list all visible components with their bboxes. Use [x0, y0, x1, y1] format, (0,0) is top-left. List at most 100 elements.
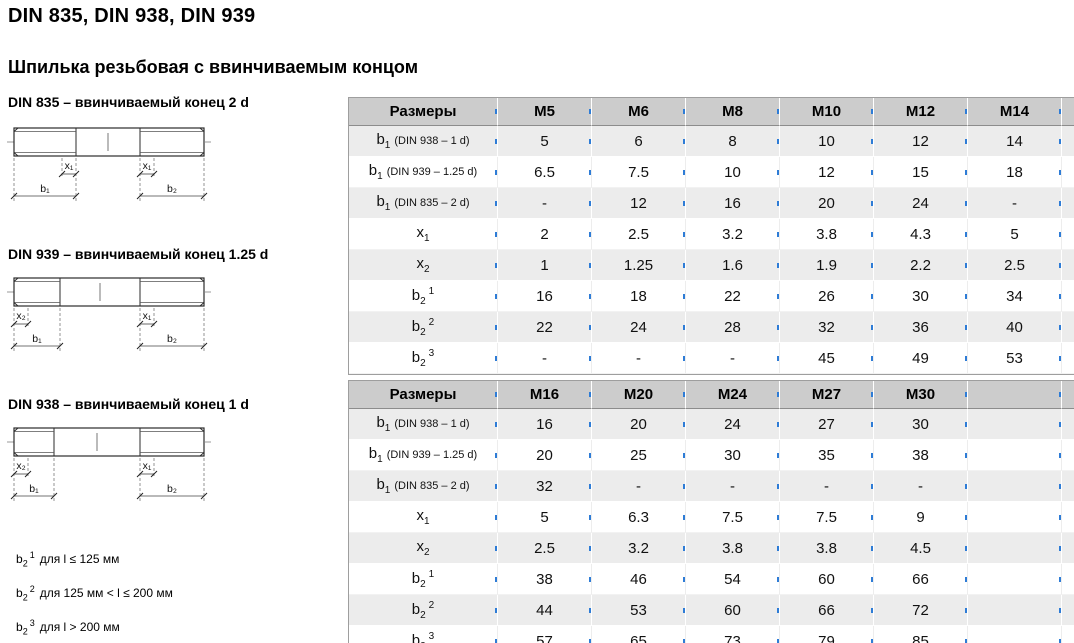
- value-cell: -: [498, 188, 592, 219]
- value-cell: 18: [592, 281, 686, 312]
- footnote-b2-1: b21 для l ≤ 125 мм: [16, 550, 120, 569]
- size-header-M16: M16: [498, 381, 592, 409]
- trailing-cell: [1062, 502, 1074, 533]
- value-cell: -: [686, 343, 780, 374]
- stud-drawing-din938: x₂ x₁ b₁ b₂: [7, 427, 211, 502]
- value-cell: 2.5: [968, 250, 1062, 281]
- value-cell: 12: [780, 157, 874, 188]
- value-cell: 24: [686, 409, 780, 440]
- table-row: x1 5 6.3 7.5 7.5 9: [349, 502, 1074, 533]
- table-row: b22 44 53 60 66 72: [349, 595, 1074, 626]
- value-cell: 1.6: [686, 250, 780, 281]
- row-label: b21: [349, 564, 498, 595]
- table-row: b235765737985: [349, 626, 1074, 643]
- value-cell: 30: [874, 409, 968, 440]
- trailing-cell: [1062, 188, 1074, 219]
- value-cell: 20: [780, 188, 874, 219]
- value-cell: 12: [592, 188, 686, 219]
- value-cell: -: [874, 471, 968, 502]
- stud-drawing-din835: x₁ x₁ b₁ b₂: [7, 127, 211, 202]
- value-cell: [968, 626, 1062, 643]
- value-cell: 79: [780, 626, 874, 643]
- value-cell: 9: [874, 502, 968, 533]
- diagram-caption-din939: DIN 939 – ввинчиваемый конец 1.25 d: [8, 246, 269, 262]
- value-cell: 44: [498, 595, 592, 626]
- value-cell: 38: [498, 564, 592, 595]
- table-row: b1 (DIN 939 – 1.25 d) 6.5 7.5 10 12 15 18: [349, 157, 1074, 188]
- value-cell: 2.2: [874, 250, 968, 281]
- size-header-empty: [968, 381, 1062, 409]
- value-cell: 30: [874, 281, 968, 312]
- value-cell: 7.5: [686, 502, 780, 533]
- size-header-M8: M8: [686, 98, 780, 126]
- spec-table-2: Размеры M16 M20 M24 M27 M30 b1 (DIN 938 – 1 d) 1…: [348, 380, 1074, 643]
- table-row: x1 2 2.5 3.2 3.8 4.3 5: [349, 219, 1074, 250]
- value-cell: 24: [592, 312, 686, 343]
- value-cell: 1.9: [780, 250, 874, 281]
- row-label: x2: [349, 533, 498, 564]
- value-cell: 4.5: [874, 533, 968, 564]
- value-cell: 49: [874, 343, 968, 374]
- value-cell: [968, 502, 1062, 533]
- row-label: b1 (DIN 835 – 2 d): [349, 188, 498, 219]
- value-cell: 45: [780, 343, 874, 374]
- value-cell: -: [592, 471, 686, 502]
- value-cell: 34: [968, 281, 1062, 312]
- row-label: x1: [349, 502, 498, 533]
- row-label: b1 (DIN 835 – 2 d): [349, 471, 498, 502]
- value-cell: 28: [686, 312, 780, 343]
- page-title: DIN 835, DIN 938, DIN 939: [8, 5, 256, 27]
- value-cell: 14: [968, 126, 1062, 157]
- spec-table-1: Размеры M5 M6 M8 M10 M12 M14 b1 (DIN 938 – 1 d) 5…: [348, 97, 1074, 375]
- table-row: b21 16 18 22 26 30 34: [349, 281, 1074, 312]
- table-row: b1 (DIN 835 – 2 d) 32- - - -: [349, 471, 1074, 502]
- table-row: b1 (DIN 939 – 1.25 d) 20 25 30 35 38: [349, 440, 1074, 471]
- value-cell: 72: [874, 595, 968, 626]
- table-row: b23- - -45 49 53: [349, 343, 1074, 374]
- corner-header: Размеры: [349, 98, 498, 126]
- trailing-header: [1062, 381, 1074, 409]
- trailing-cell: [1062, 219, 1074, 250]
- value-cell: [968, 595, 1062, 626]
- size-header-M12: M12: [874, 98, 968, 126]
- value-cell: 66: [874, 564, 968, 595]
- trailing-cell: [1062, 440, 1074, 471]
- table-row: x2 2.5 3.2 3.8 3.8 4.5: [349, 533, 1074, 564]
- value-cell: 22: [498, 312, 592, 343]
- value-cell: 16: [498, 281, 592, 312]
- value-cell: 60: [686, 595, 780, 626]
- spec-table-2-container: Размеры M16 M20 M24 M27 M30 b1 (DIN 938 – 1 d) 1…: [348, 380, 1074, 643]
- value-cell: 16: [498, 409, 592, 440]
- trailing-cell: [1062, 626, 1074, 643]
- value-cell: 46: [592, 564, 686, 595]
- value-cell: 20: [498, 440, 592, 471]
- value-cell: [968, 440, 1062, 471]
- trailing-header: [1062, 98, 1074, 126]
- page-subtitle: Шпилька резьбовая с ввинчиваемым концом: [8, 57, 419, 77]
- value-cell: 53: [968, 343, 1062, 374]
- dim-label-b1: b₁: [40, 183, 50, 195]
- value-cell: 32: [780, 312, 874, 343]
- size-header-M20: M20: [592, 381, 686, 409]
- value-cell: 8: [686, 126, 780, 157]
- value-cell: 6.5: [498, 157, 592, 188]
- value-cell: 15: [874, 157, 968, 188]
- value-cell: -: [968, 188, 1062, 219]
- spec-table-1-container: Размеры M5 M6 M8 M10 M12 M14 b1 (DIN 938 – 1 d) 5…: [348, 97, 1074, 375]
- value-cell: 40: [968, 312, 1062, 343]
- table-row: x2 1 1.25 1.6 1.9 2.2 2.5: [349, 250, 1074, 281]
- trailing-cell: [1062, 126, 1074, 157]
- size-header-M5: M5: [498, 98, 592, 126]
- value-cell: [968, 533, 1062, 564]
- size-header-M30: M30: [874, 381, 968, 409]
- value-cell: 7.5: [592, 157, 686, 188]
- footnote-b2-2: b22 для 125 мм < l ≤ 200 мм: [16, 584, 173, 603]
- trailing-cell: [1062, 564, 1074, 595]
- table-row: b1 (DIN 938 – 1 d) 16 20 24 27 30: [349, 409, 1074, 440]
- trailing-cell: [1062, 157, 1074, 188]
- row-label: x2: [349, 250, 498, 281]
- value-cell: 65: [592, 626, 686, 643]
- value-cell: 2.5: [592, 219, 686, 250]
- value-cell: 6: [592, 126, 686, 157]
- size-header-M10: M10: [780, 98, 874, 126]
